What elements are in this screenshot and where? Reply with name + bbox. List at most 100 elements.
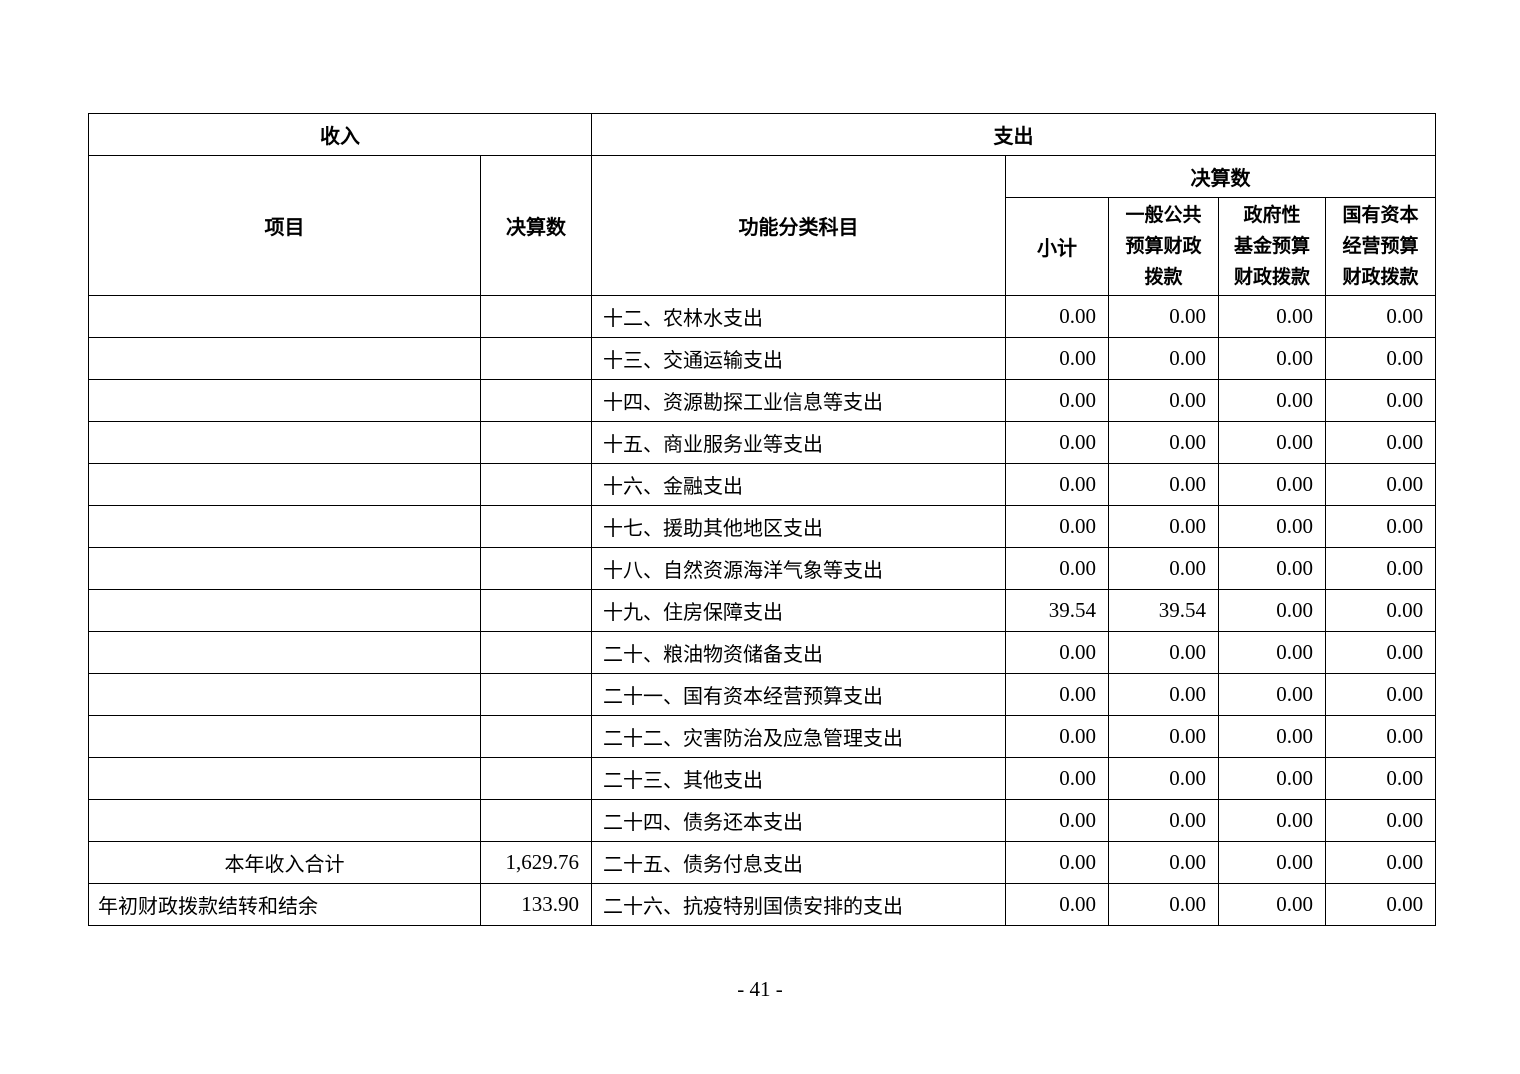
income-amount-cell: [480, 799, 592, 842]
state-capital-cell: 0.00: [1324, 379, 1437, 422]
income-item-cell: [88, 421, 481, 464]
gov-fund-cell: 0.00: [1218, 883, 1326, 926]
page-number: - 41 -: [737, 977, 783, 1001]
table-row: 本年收入合计 1,629.76 二十五、债务付息支出 0.00 0.00 0.0…: [88, 841, 1437, 884]
general-public-cell: 0.00: [1108, 505, 1219, 548]
income-amount-cell: [480, 421, 592, 464]
general-public-cell: 0.00: [1108, 841, 1219, 884]
col-header-general-public-budget: 一般公共 预算财政 拨款: [1108, 197, 1219, 296]
general-public-cell: 0.00: [1108, 295, 1219, 338]
income-item-cell: [88, 295, 481, 338]
income-amount-cell: [480, 715, 592, 758]
expense-subject-cell: 二十、粮油物资储备支出: [591, 631, 1006, 674]
expense-subject-cell: 十二、农林水支出: [591, 295, 1006, 338]
table-row: 二十三、其他支出 0.00 0.00 0.00 0.00: [88, 757, 1437, 800]
gov-fund-cell: 0.00: [1218, 295, 1326, 338]
col-header-state-capital-budget: 国有资本 经营预算 财政拨款: [1324, 197, 1437, 296]
column-header-row-1: 项目 决算数 功能分类科目 决算数: [88, 155, 1437, 296]
state-capital-cell: 0.00: [1324, 463, 1437, 506]
gov-fund-cell: 0.00: [1218, 505, 1326, 548]
income-item-cell: [88, 505, 481, 548]
general-public-cell: 39.54: [1108, 589, 1219, 632]
income-amount-cell: 133.90: [480, 883, 592, 926]
expense-subject-cell: 二十四、债务还本支出: [591, 799, 1006, 842]
gov-fund-cell: 0.00: [1218, 547, 1326, 590]
subtotal-cell: 0.00: [1005, 337, 1109, 380]
state-capital-cell: 0.00: [1324, 883, 1437, 926]
income-amount-cell: 1,629.76: [480, 841, 592, 884]
state-capital-cell: 0.00: [1324, 715, 1437, 758]
col-header-income-item: 项目: [88, 155, 481, 296]
subtotal-cell: 0.00: [1005, 463, 1109, 506]
income-item-cell: [88, 673, 481, 716]
gov-fund-cell: 0.00: [1218, 841, 1326, 884]
gov-fund-cell: 0.00: [1218, 421, 1326, 464]
general-public-cell: 0.00: [1108, 799, 1219, 842]
income-item-cell: 本年收入合计: [88, 841, 481, 884]
income-amount-cell: [480, 673, 592, 716]
state-capital-cell: 0.00: [1324, 547, 1437, 590]
subtotal-cell: 0.00: [1005, 379, 1109, 422]
table-row: 二十一、国有资本经营预算支出 0.00 0.00 0.00 0.00: [88, 673, 1437, 716]
income-amount-cell: [480, 463, 592, 506]
table-row: 十九、住房保障支出 39.54 39.54 0.00 0.00: [88, 589, 1437, 632]
state-capital-cell: 0.00: [1324, 589, 1437, 632]
income-amount-cell: [480, 757, 592, 800]
column-header-row-2: 小计 一般公共 预算财政 拨款 政府性 基金预算 财政拨款 国有资本 经营预算 …: [89, 197, 1437, 296]
subtotal-cell: 0.00: [1005, 505, 1109, 548]
subtotal-cell: 0.00: [1005, 799, 1109, 842]
subtotal-cell: 0.00: [1005, 883, 1109, 926]
expense-section-header: 支出: [590, 113, 1437, 156]
income-amount-cell: [480, 631, 592, 674]
gov-fund-cell: 0.00: [1218, 757, 1326, 800]
general-public-cell: 0.00: [1108, 463, 1219, 506]
general-public-cell: 0.00: [1108, 673, 1219, 716]
general-public-cell: 0.00: [1108, 337, 1219, 380]
income-item-cell: [88, 463, 481, 506]
table-row: 二十二、灾害防治及应急管理支出 0.00 0.00 0.00 0.00: [88, 715, 1437, 758]
subtotal-cell: 0.00: [1005, 631, 1109, 674]
income-amount-cell: [480, 505, 592, 548]
general-public-cell: 0.00: [1108, 421, 1219, 464]
expense-subject-cell: 十七、援助其他地区支出: [591, 505, 1006, 548]
table-row: 十八、自然资源海洋气象等支出 0.00 0.00 0.00 0.00: [88, 547, 1437, 590]
expense-subject-cell: 十五、商业服务业等支出: [591, 421, 1006, 464]
state-capital-cell: 0.00: [1324, 421, 1437, 464]
table-row: 年初财政拨款结转和结余 133.90 二十六、抗疫特别国债安排的支出 0.00 …: [88, 883, 1437, 926]
expense-subject-cell: 二十六、抗疫特别国债安排的支出: [591, 883, 1006, 926]
table-row: 二十、粮油物资储备支出 0.00 0.00 0.00 0.00: [88, 631, 1437, 674]
state-capital-cell: 0.00: [1324, 799, 1437, 842]
table-row: 十五、商业服务业等支出 0.00 0.00 0.00 0.00: [88, 421, 1437, 464]
state-capital-cell: 0.00: [1324, 841, 1437, 884]
general-public-cell: 0.00: [1108, 883, 1219, 926]
gov-fund-cell: 0.00: [1218, 463, 1326, 506]
subtotal-cell: 0.00: [1005, 841, 1109, 884]
expense-subject-cell: 十六、金融支出: [591, 463, 1006, 506]
general-public-cell: 0.00: [1108, 715, 1219, 758]
subtotal-cell: 39.54: [1005, 589, 1109, 632]
col-header-government-fund-budget: 政府性 基金预算 财政拨款: [1218, 197, 1326, 296]
col-header-subtotal: 小计: [1005, 197, 1109, 296]
general-public-cell: 0.00: [1108, 379, 1219, 422]
income-item-cell: [88, 379, 481, 422]
state-capital-cell: 0.00: [1324, 757, 1437, 800]
state-capital-cell: 0.00: [1324, 295, 1437, 338]
gov-fund-cell: 0.00: [1218, 799, 1326, 842]
income-amount-cell: [480, 589, 592, 632]
expense-subject-cell: 十九、住房保障支出: [591, 589, 1006, 632]
income-item-cell: 年初财政拨款结转和结余: [88, 883, 481, 926]
table-row: 十四、资源勘探工业信息等支出 0.00 0.00 0.00 0.00: [88, 379, 1437, 422]
expense-subject-cell: 十四、资源勘探工业信息等支出: [591, 379, 1006, 422]
income-amount-cell: [480, 547, 592, 590]
income-amount-cell: [480, 337, 592, 380]
state-capital-cell: 0.00: [1324, 337, 1437, 380]
expense-subject-cell: 二十二、灾害防治及应急管理支出: [591, 715, 1006, 758]
general-public-cell: 0.00: [1108, 547, 1219, 590]
income-amount-cell: [480, 295, 592, 338]
gov-fund-cell: 0.00: [1218, 379, 1326, 422]
state-capital-cell: 0.00: [1324, 631, 1437, 674]
general-public-cell: 0.00: [1108, 757, 1219, 800]
income-item-cell: [88, 589, 481, 632]
table-row: 十七、援助其他地区支出 0.00 0.00 0.00 0.00: [88, 505, 1437, 548]
